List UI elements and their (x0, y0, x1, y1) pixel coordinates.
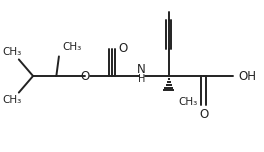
Text: O: O (119, 42, 128, 55)
Text: H: H (138, 74, 145, 84)
Text: O: O (199, 108, 208, 121)
Text: O: O (80, 69, 89, 83)
Text: CH₃: CH₃ (2, 95, 21, 105)
Text: OH: OH (238, 69, 256, 83)
Text: N: N (137, 63, 146, 76)
Text: CH₃: CH₃ (2, 47, 21, 57)
Text: CH₃: CH₃ (178, 97, 197, 107)
Text: CH₃: CH₃ (62, 42, 81, 52)
